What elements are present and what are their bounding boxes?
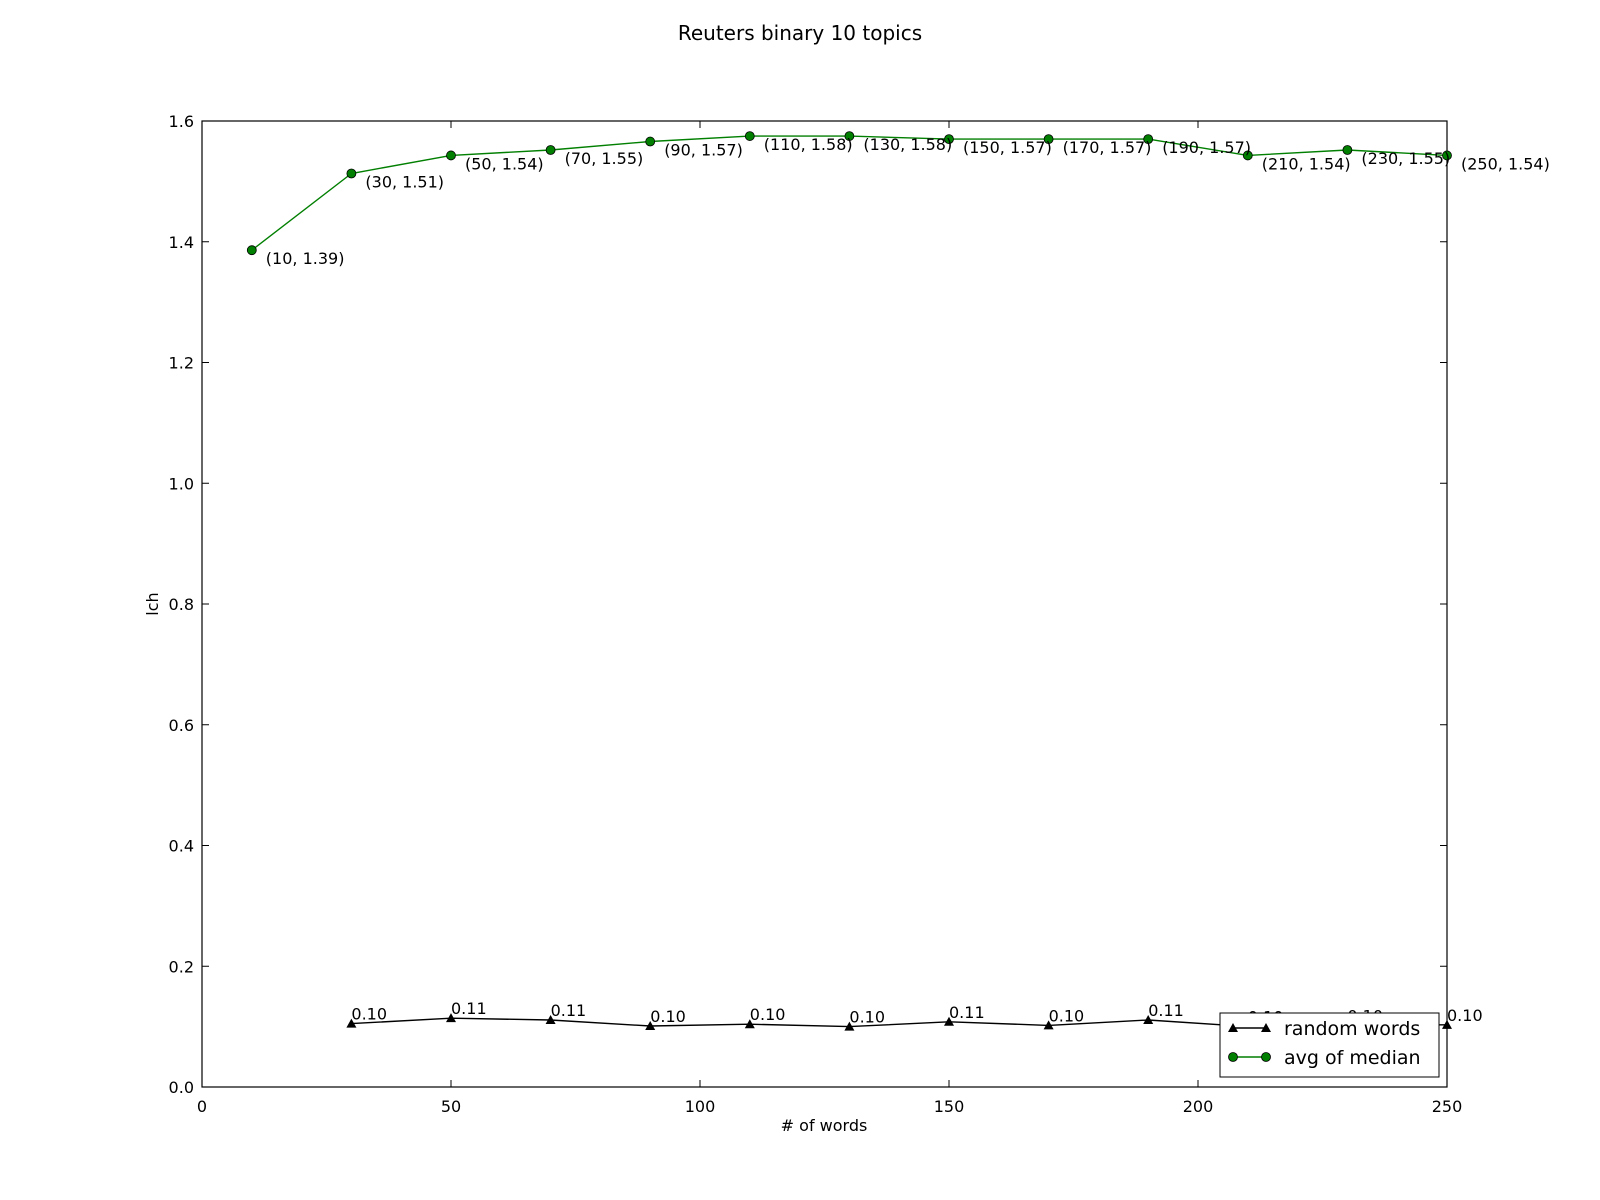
data-point-circle: [346, 168, 357, 179]
y-tick-label: 0.6: [169, 716, 194, 735]
y-tick-label: 0.8: [169, 595, 194, 614]
data-label: 0.10: [650, 1007, 686, 1026]
data-label: (30, 1.51): [365, 173, 444, 192]
data-point-triangle: [1043, 1020, 1054, 1030]
data-label: (70, 1.55): [565, 149, 644, 168]
data-label: 0.10: [351, 1005, 387, 1024]
data-point-triangle: [446, 1013, 456, 1023]
chart-title: Reuters binary 10 topics: [678, 21, 922, 45]
data-labels-layer: 0.10 0.11 0.11 0.10 0.10 0.10 0.11 0.10 0.11 0.10…: [266, 135, 1550, 1027]
data-point-circle: [1143, 134, 1154, 145]
data-label: 0.11: [949, 1003, 985, 1022]
y-tick-label: 0.4: [169, 837, 194, 856]
x-tick-label: 100: [685, 1097, 716, 1116]
legend-marker-circle-icon: [1228, 1052, 1238, 1062]
x-tick-label: 50: [441, 1097, 461, 1116]
data-point-circle: [1043, 134, 1054, 145]
data-label: 0.10: [1049, 1006, 1085, 1025]
x-tick-label: 0: [197, 1097, 207, 1116]
data-label: 0.11: [1148, 1001, 1184, 1020]
y-tick-label: 1.4: [169, 233, 194, 252]
axis-ticks: 0 50 100 150 200 250 0.0 0.2 0.4 0.6 0.8 1.0 1.2 1.4 1…: [169, 112, 1463, 1116]
data-label: (150, 1.57): [963, 138, 1052, 157]
legend-label-avg-of-median: avg of median: [1284, 1047, 1421, 1069]
x-tick-label: 200: [1183, 1097, 1214, 1116]
y-tick-label: 1.0: [169, 474, 194, 493]
x-tick-label: 150: [934, 1097, 965, 1116]
data-point-circle: [844, 131, 855, 141]
data-point-circle: [944, 134, 954, 145]
legend-marker-circle-icon: [1261, 1052, 1271, 1062]
data-point-circle: [446, 150, 456, 161]
plot-area: [201, 120, 1448, 1088]
y-tick-label: 0.2: [169, 957, 194, 976]
data-point-triangle: [545, 1014, 556, 1024]
data-label: (90, 1.57): [664, 141, 743, 160]
data-point-triangle: [744, 1019, 755, 1029]
data-label: (230, 1.55): [1361, 149, 1450, 168]
data-label: (190, 1.57): [1162, 138, 1251, 157]
data-point-triangle: [944, 1016, 954, 1026]
data-point-triangle: [346, 1018, 357, 1028]
data-label: 0.11: [551, 1001, 587, 1020]
data-label: (170, 1.57): [1063, 138, 1152, 157]
y-tick-label: 0.0: [169, 1078, 194, 1097]
data-label: (10, 1.39): [266, 249, 345, 268]
data-label: (50, 1.54): [465, 154, 544, 173]
legend-marker-triangle-icon: [1261, 1023, 1271, 1032]
data-point-triangle: [1442, 1019, 1452, 1029]
x-tick-label: 250: [1432, 1097, 1463, 1116]
data-point-triangle: [1143, 1014, 1154, 1024]
data-point-triangle: [645, 1021, 656, 1031]
y-tick-label: 1.2: [169, 354, 194, 373]
y-tick-label: 1.6: [169, 112, 194, 131]
data-point-circle: [744, 131, 755, 141]
data-label: 0.10: [849, 1008, 885, 1027]
data-point-triangle: [844, 1021, 855, 1031]
data-label: 0.11: [451, 999, 487, 1018]
legend-label-random-words: random words: [1284, 1018, 1420, 1040]
data-label: (250, 1.54): [1461, 154, 1550, 173]
data-label: 0.10: [1447, 1006, 1483, 1025]
data-point-circle: [246, 245, 257, 256]
data-point-circle: [1242, 150, 1253, 161]
x-axis-label: # of words: [781, 1116, 868, 1135]
data-point-circle: [545, 145, 556, 155]
y-axis-label: lch: [143, 592, 162, 615]
data-label: (210, 1.54): [1262, 154, 1351, 173]
data-point-circle: [645, 136, 656, 147]
data-label: 0.10: [750, 1005, 786, 1024]
legend: random words avg of median: [1219, 1012, 1440, 1078]
legend-marker-triangle-icon: [1228, 1023, 1238, 1032]
data-point-circle: [1342, 145, 1353, 155]
data-label: (130, 1.58): [863, 135, 952, 154]
data-point-circle: [1442, 150, 1452, 161]
data-label: (110, 1.58): [764, 135, 853, 154]
legend-box: [1219, 1012, 1440, 1078]
